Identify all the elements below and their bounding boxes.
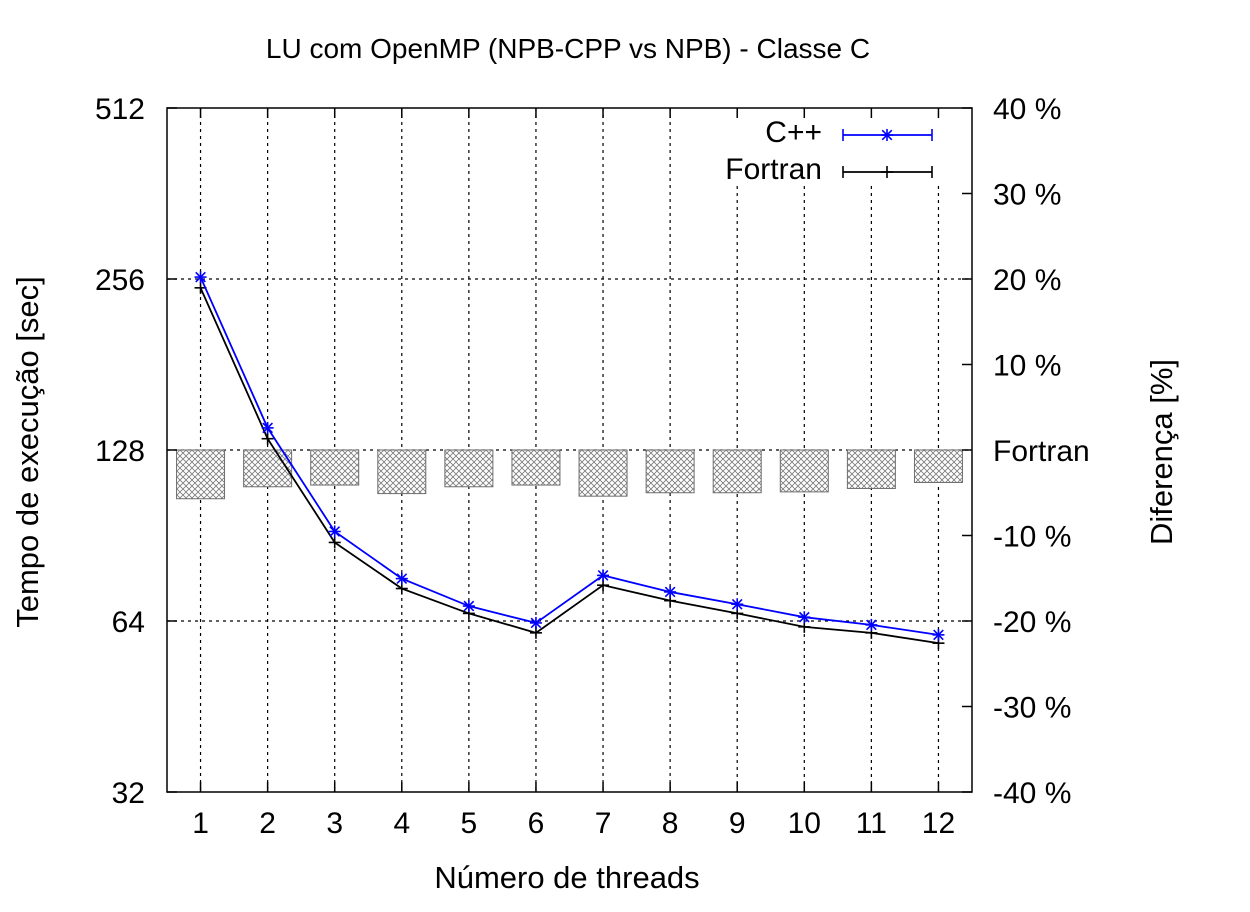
marker-stroke <box>933 629 944 641</box>
y2-tick-label: 20 % <box>993 264 1061 297</box>
marker-stroke <box>866 619 877 631</box>
difference-bars <box>176 449 963 500</box>
legend-label-fortran: Fortran <box>725 153 822 186</box>
y2-tick-label: 40 % <box>993 93 1061 126</box>
data-point-c <box>932 628 945 641</box>
y-tick-label: 32 <box>112 777 145 810</box>
legend: C++ Fortran <box>725 116 933 186</box>
difference-bar <box>846 449 896 489</box>
x-tick-label: 9 <box>729 807 746 840</box>
y-tick-label: 64 <box>112 606 145 639</box>
x-tick-label: 4 <box>393 807 410 840</box>
series-lines <box>194 271 945 650</box>
difference-bar <box>645 449 695 494</box>
y2-tick-label: -40 % <box>993 777 1071 810</box>
marker-stroke <box>731 598 743 610</box>
marker-stroke <box>881 129 893 141</box>
difference-bar <box>377 449 427 495</box>
x-tick-label: 7 <box>595 807 612 840</box>
x-tick-label: 2 <box>259 807 276 840</box>
chart-title: LU com OpenMP (NPB-CPP vs NPB) - Classe … <box>266 33 870 64</box>
legend-marker-c <box>881 129 893 141</box>
y2-tick-label: Fortran <box>993 435 1090 468</box>
marker-stroke <box>262 422 273 434</box>
data-point-c <box>865 618 878 631</box>
x-tick-label: 1 <box>192 807 209 840</box>
difference-bar <box>779 449 829 493</box>
data-point-c <box>664 585 677 598</box>
axis-ticks <box>167 107 972 793</box>
data-point-c <box>731 598 744 611</box>
y-tick-label: 512 <box>95 93 145 126</box>
data-point-c <box>328 525 341 538</box>
y-axis-label: Tempo de execução [sec] <box>10 276 45 628</box>
y2-tick-label: -30 % <box>993 692 1071 725</box>
difference-bar <box>712 449 762 494</box>
x-tick-label: 6 <box>528 807 545 840</box>
difference-bar <box>444 449 494 488</box>
x-tick-label: 12 <box>922 807 955 840</box>
data-point-c <box>194 271 207 284</box>
marker-stroke <box>463 600 475 612</box>
x-axis-label: Número de threads <box>434 860 699 895</box>
data-point-fortran <box>261 432 274 445</box>
data-point-c <box>261 421 274 434</box>
data-point-fortran <box>328 536 341 549</box>
difference-bar <box>176 449 226 500</box>
y-tick-label: 256 <box>95 264 145 297</box>
difference-bar <box>511 449 561 486</box>
grid-lines <box>167 108 972 792</box>
series-line-fortran <box>199 287 939 645</box>
marker-stroke <box>530 617 542 629</box>
y-tick-label: 128 <box>95 435 145 468</box>
marker-stroke <box>664 586 676 598</box>
y2-tick-label: -20 % <box>993 606 1071 639</box>
y2-tick-label: 30 % <box>993 179 1061 212</box>
marker-stroke <box>396 573 408 584</box>
marker-stroke <box>597 570 609 581</box>
data-point-c <box>597 569 610 582</box>
y2-axis-label: Diferença [%] <box>1144 359 1179 545</box>
y2-tick-label: 10 % <box>993 350 1061 383</box>
x-tick-label: 5 <box>461 807 478 840</box>
data-point-c <box>529 616 542 629</box>
difference-bar <box>578 449 628 497</box>
data-point-c <box>798 611 811 624</box>
x-tick-label: 11 <box>856 807 887 840</box>
x-tick-label: 8 <box>662 807 679 840</box>
difference-bar <box>310 449 360 486</box>
data-point-c <box>462 600 475 613</box>
series-line-c <box>199 276 939 636</box>
difference-bar <box>913 449 963 483</box>
legend-marker-fortran <box>881 166 893 178</box>
x-tick-label: 3 <box>326 807 343 840</box>
difference-bar <box>243 449 293 488</box>
x-tick-label: 10 <box>788 807 821 840</box>
marker-stroke <box>195 271 206 283</box>
data-point-c <box>395 572 408 585</box>
marker-stroke <box>329 526 341 537</box>
legend-label-c: C++ <box>765 116 822 149</box>
marker-stroke <box>798 611 810 623</box>
y2-tick-label: -10 % <box>993 521 1071 554</box>
